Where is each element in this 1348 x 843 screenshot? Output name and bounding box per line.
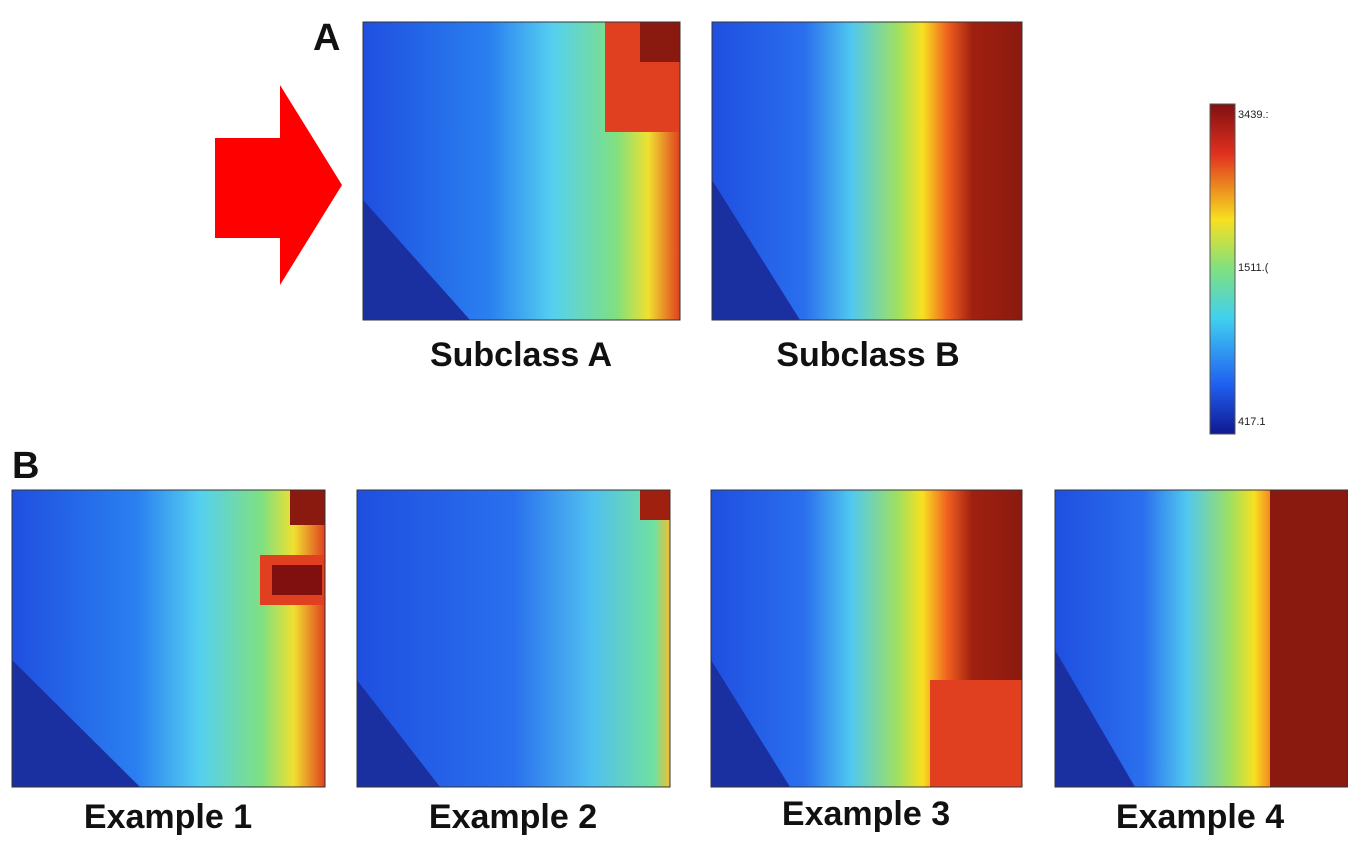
heatmap bbox=[357, 490, 670, 787]
panel-label: A bbox=[313, 17, 340, 59]
colorbar-label: 417.1 bbox=[1238, 416, 1266, 428]
heatmap bbox=[363, 22, 680, 320]
caption: Example 3 bbox=[782, 795, 950, 833]
heatmap bbox=[12, 490, 325, 787]
colorbar-label: 1511.( bbox=[1238, 262, 1269, 274]
colorbar-label: 3439.: bbox=[1238, 109, 1269, 121]
caption: Example 1 bbox=[84, 798, 252, 836]
caption: Subclass B bbox=[776, 336, 959, 374]
caption: Example 4 bbox=[1116, 798, 1284, 836]
figure: A Subclass A Subclass B 3439.: 1511.( 41… bbox=[0, 0, 1348, 838]
panel-label: B bbox=[12, 445, 39, 487]
arrow bbox=[215, 85, 342, 285]
heatmap bbox=[711, 490, 1022, 787]
heatmap bbox=[712, 22, 1022, 320]
caption: Example 2 bbox=[429, 798, 597, 836]
caption: Subclass A bbox=[430, 336, 612, 374]
colorbar: 3439.: 1511.( 417.1 bbox=[1210, 104, 1269, 434]
heatmap bbox=[1055, 490, 1348, 787]
